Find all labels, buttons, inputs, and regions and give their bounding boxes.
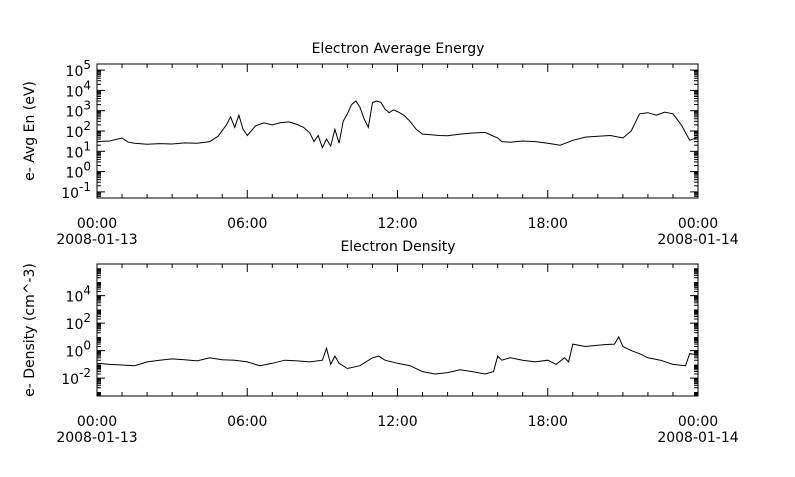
y-tick-label: 102 bbox=[66, 119, 91, 141]
y-tick-label: 104 bbox=[66, 78, 91, 100]
x-tick-time: 00:00 bbox=[678, 414, 718, 430]
energy-plot-frame bbox=[96, 63, 699, 199]
y-tick-label: 102 bbox=[66, 311, 91, 333]
y-tick-label: 104 bbox=[66, 284, 91, 306]
y-tick-label: 105 bbox=[66, 58, 91, 80]
y-tick-label: 100 bbox=[66, 339, 91, 361]
x-tick-time: 12:00 bbox=[377, 414, 417, 430]
x-tick-time: 06:00 bbox=[227, 414, 267, 430]
density-chart-title: Electron Density bbox=[340, 239, 455, 255]
y-tick-label: 10-1 bbox=[61, 180, 91, 202]
density-plot-frame bbox=[96, 263, 699, 397]
x-tick-time: 00:00 bbox=[678, 216, 718, 232]
x-tick-date: 2008-01-13 bbox=[56, 430, 137, 446]
x-tick-date: 2008-01-14 bbox=[657, 430, 738, 446]
y-tick-label: 10-2 bbox=[61, 366, 91, 388]
x-tick-time: 00:00 bbox=[77, 216, 117, 232]
energy-panel: Electron Average Energy e- Avg En (eV) 0… bbox=[22, 41, 739, 248]
energy-series-line bbox=[96, 100, 699, 150]
x-tick-time: 18:00 bbox=[528, 414, 568, 430]
density-y-axis-label: e- Density (cm^-3) bbox=[22, 263, 38, 397]
x-tick-date: 2008-01-13 bbox=[56, 232, 137, 248]
y-tick-label: 103 bbox=[66, 99, 91, 121]
density-panel: Electron Density e- Density (cm^-3) 00:0… bbox=[22, 239, 739, 446]
y-tick-label: 101 bbox=[66, 139, 91, 161]
energy-chart-title: Electron Average Energy bbox=[312, 41, 485, 57]
x-tick-date: 2008-01-14 bbox=[657, 232, 738, 248]
density-y-ticks: 10-2 100 102 104 bbox=[61, 268, 698, 396]
energy-y-axis-label: e- Avg En (eV) bbox=[22, 81, 38, 181]
x-tick-time: 06:00 bbox=[227, 216, 267, 232]
density-series-line bbox=[96, 335, 699, 375]
y-tick-label: 100 bbox=[66, 160, 91, 182]
x-tick-time: 18:00 bbox=[528, 216, 568, 232]
x-tick-time: 00:00 bbox=[77, 414, 117, 430]
x-tick-time: 12:00 bbox=[377, 216, 417, 232]
